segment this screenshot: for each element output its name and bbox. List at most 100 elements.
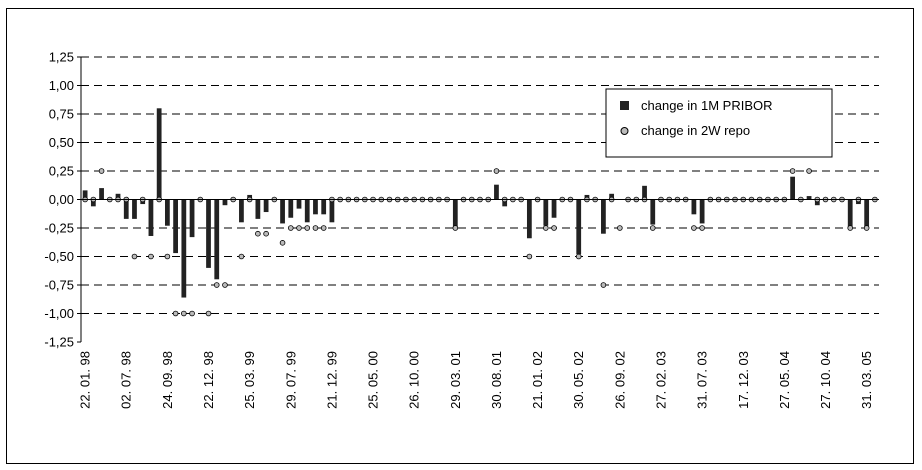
y-tick-label: -0,75	[44, 278, 74, 293]
x-tick-label: 31. 07. 03	[695, 351, 710, 409]
bar	[650, 199, 656, 225]
marker-point	[222, 282, 228, 288]
bar	[239, 199, 244, 223]
y-tick-label: -1,00	[44, 306, 74, 321]
bar	[156, 108, 162, 200]
legend: change in 1M PRIBOR change in 2W repo	[605, 88, 833, 158]
marker-point	[863, 225, 870, 231]
x-tick-label: 21. 01. 02	[530, 351, 545, 409]
x-tick-label: 26. 10. 00	[407, 351, 422, 409]
marker-point	[172, 310, 179, 317]
bar	[99, 188, 104, 200]
x-tick-label: 21. 12. 99	[324, 351, 339, 409]
bar	[304, 199, 310, 223]
marker-point	[526, 253, 533, 260]
x-tick-label: 29. 03. 01	[448, 351, 463, 409]
y-tick-label: 1,25	[49, 50, 74, 65]
bar	[288, 199, 294, 218]
legend-swatch-repo	[620, 127, 629, 135]
x-tick-label: 30. 08. 01	[489, 351, 504, 409]
bar	[609, 193, 615, 200]
marker-point	[699, 225, 705, 231]
marker-point	[98, 168, 105, 174]
x-tick-label: 31. 03. 05	[859, 351, 874, 409]
marker-point	[304, 225, 311, 231]
x-tick-label: 25. 05. 00	[366, 351, 381, 409]
bar	[452, 199, 458, 228]
bar	[189, 199, 195, 238]
marker-point	[617, 225, 623, 231]
bar	[806, 196, 812, 200]
bar	[551, 199, 557, 218]
marker-point	[452, 225, 459, 231]
x-tick-label: 30. 05. 02	[571, 351, 586, 409]
bar	[543, 199, 549, 226]
x-tick-label: 27. 02. 03	[653, 351, 668, 409]
marker-point	[148, 253, 154, 260]
marker-point	[213, 282, 220, 288]
bar	[864, 199, 870, 228]
bar	[699, 199, 705, 224]
marker-point	[543, 225, 549, 231]
bar	[814, 199, 820, 206]
marker-point	[493, 168, 500, 174]
bar	[642, 185, 647, 200]
y-tick-label: 0,75	[49, 107, 74, 122]
bar	[206, 199, 211, 268]
bar	[321, 199, 327, 215]
x-tick-label: 27. 05. 04	[777, 351, 792, 409]
bar	[313, 199, 318, 215]
marker-point	[847, 225, 854, 231]
x-tick-label: 22. 01. 98	[78, 351, 93, 409]
bar	[148, 199, 154, 236]
x-axis-ticks: 22. 01. 98 02. 07. 98 24. 09. 98 22. 12. 98…	[78, 351, 875, 409]
marker-point	[255, 230, 261, 237]
y-tick-label: -1,25	[44, 335, 74, 350]
bar	[576, 199, 582, 255]
y-tick-label: 0,00	[49, 192, 74, 207]
x-tick-label: 17. 12. 03	[736, 351, 751, 409]
y-axis-ticks: 1,25 1,00 0,75 0,50 0,25 0,00 -0,25 -0,50 -0,75 -…	[44, 50, 81, 350]
bar	[181, 199, 187, 298]
bar	[82, 190, 88, 200]
marker-point	[181, 310, 187, 317]
marker-point	[806, 168, 812, 174]
bar-series	[82, 108, 870, 298]
marker-point	[312, 225, 319, 231]
marker-point	[238, 253, 245, 260]
x-tick-label: 29. 07. 99	[283, 351, 298, 409]
bar	[601, 199, 606, 234]
x-tick-label: 27. 10. 04	[818, 351, 833, 409]
x-tick-label: 24. 09. 98	[160, 351, 175, 409]
y-tick-label: 0,25	[49, 164, 74, 179]
marker-point	[296, 225, 302, 231]
axes	[80, 57, 879, 342]
bar	[123, 199, 129, 219]
bar	[526, 199, 532, 239]
bar	[691, 199, 697, 215]
bar	[263, 199, 269, 213]
bar	[280, 199, 285, 224]
legend-label-pribor: change in 1M PRIBOR	[641, 98, 773, 113]
bar	[90, 199, 96, 207]
marker-point	[279, 240, 286, 246]
marker-point	[131, 253, 138, 260]
x-tick-label: 22. 12. 98	[201, 351, 216, 409]
chart-frame	[6, 8, 914, 464]
bar	[790, 176, 796, 200]
marker-point	[575, 253, 582, 260]
marker-point	[789, 168, 796, 174]
legend-swatch-pribor	[620, 101, 629, 110]
bar	[164, 199, 170, 226]
bar	[494, 184, 499, 200]
x-tick-label: 02. 07. 98	[119, 351, 134, 409]
y-tick-label: -0,50	[44, 249, 74, 264]
bar	[329, 199, 335, 223]
marker-point	[320, 225, 327, 231]
y-tick-label: -0,25	[44, 221, 74, 236]
marker-point	[287, 225, 294, 231]
bar	[255, 199, 261, 219]
legend-box	[605, 88, 833, 158]
marker-point	[600, 282, 607, 288]
bar	[847, 199, 853, 228]
